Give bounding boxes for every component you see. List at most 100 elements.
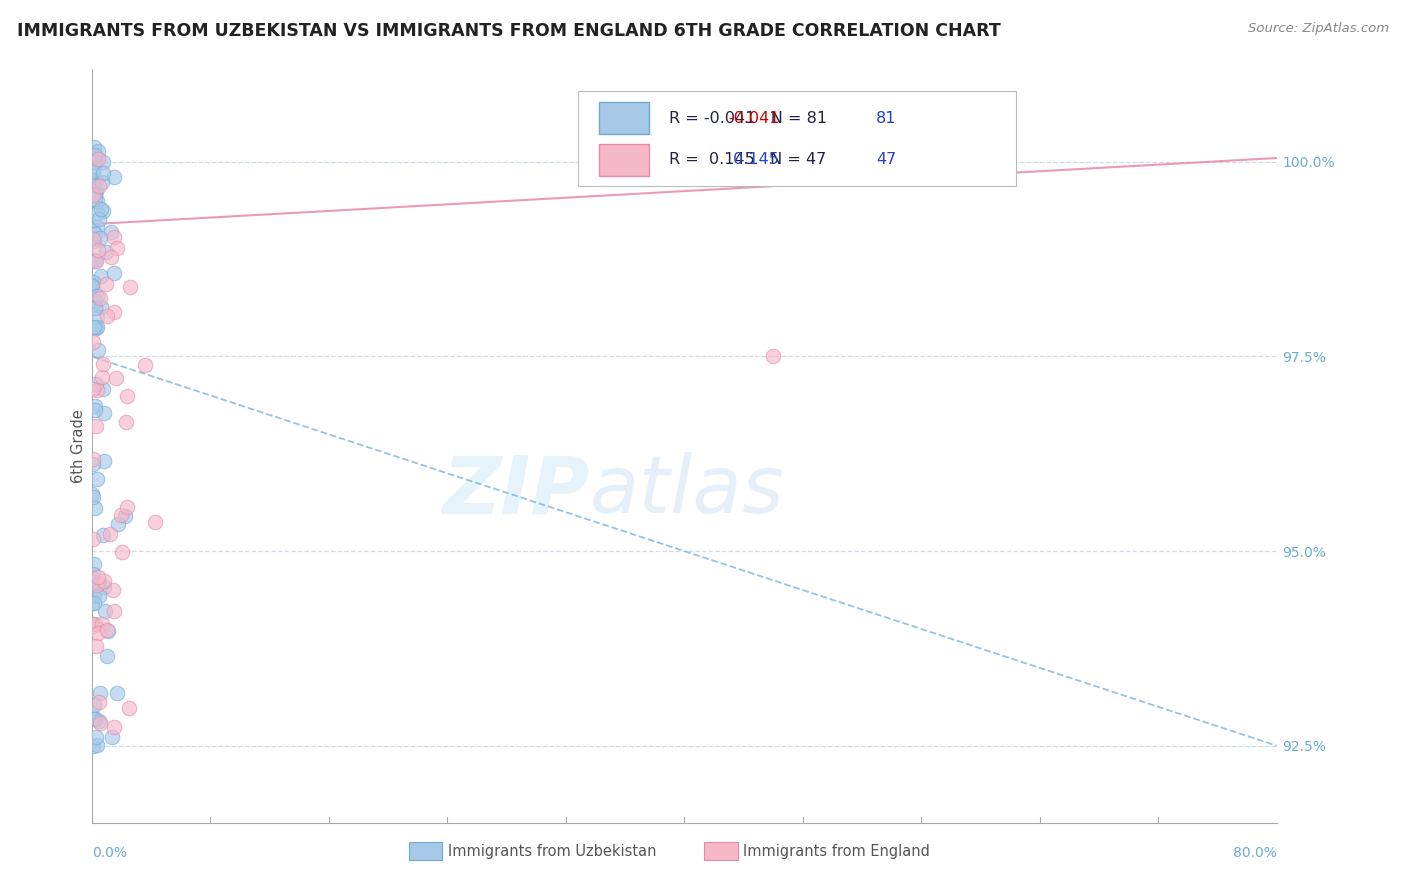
Point: [83, 698, 105, 713]
Point: [143, 516, 166, 530]
Point: [82, 278, 104, 293]
Point: [89, 695, 111, 709]
FancyBboxPatch shape: [578, 91, 1017, 186]
Point: [89, 178, 111, 193]
Text: 0.0%: 0.0%: [91, 846, 127, 860]
Point: [90, 369, 112, 384]
Point: [83, 301, 105, 315]
Point: [87, 575, 110, 590]
Point: [93, 454, 115, 468]
Point: [114, 416, 136, 430]
Point: [82, 275, 104, 289]
Point: [82, 487, 104, 501]
Text: Source: ZipAtlas.com: Source: ZipAtlas.com: [1249, 22, 1389, 36]
Point: [86, 220, 108, 235]
Point: [91, 166, 114, 180]
Point: [84, 254, 107, 268]
Point: [84, 321, 107, 335]
Point: [86, 310, 108, 324]
Point: [84, 376, 107, 391]
Point: [84, 500, 107, 515]
Point: [762, 350, 785, 364]
Point: [93, 405, 115, 419]
Point: [82, 739, 104, 754]
Point: [91, 357, 114, 371]
Point: [89, 231, 111, 245]
Point: [94, 604, 117, 618]
Point: [87, 589, 110, 603]
Point: [82, 710, 104, 724]
Text: IMMIGRANTS FROM UZBEKISTAN VS IMMIGRANTS FROM ENGLAND 6TH GRADE CORRELATION CHAR: IMMIGRANTS FROM UZBEKISTAN VS IMMIGRANTS…: [17, 22, 1001, 40]
Point: [91, 175, 114, 189]
Point: [82, 532, 104, 546]
Point: [103, 230, 125, 244]
Point: [93, 581, 115, 595]
Point: [96, 623, 118, 637]
Point: [93, 574, 115, 589]
Point: [86, 174, 108, 188]
Point: [82, 232, 104, 246]
Point: [86, 205, 108, 219]
Text: 81: 81: [876, 111, 897, 126]
Point: [90, 268, 112, 283]
Point: [82, 618, 104, 632]
Point: [84, 730, 107, 744]
Point: [84, 418, 107, 433]
Text: Immigrants from Uzbekistan: Immigrants from Uzbekistan: [449, 844, 657, 859]
Point: [83, 596, 105, 610]
Point: [82, 452, 104, 467]
Point: [82, 252, 104, 267]
Point: [84, 403, 107, 417]
Point: [86, 194, 108, 209]
Point: [86, 383, 108, 397]
Point: [84, 155, 107, 169]
Point: [103, 305, 125, 319]
Point: [83, 616, 105, 631]
FancyBboxPatch shape: [599, 144, 648, 176]
Point: [101, 730, 124, 744]
Point: [103, 266, 125, 280]
Point: [83, 712, 105, 726]
Point: [118, 280, 141, 294]
Point: [83, 140, 105, 154]
Point: [84, 254, 107, 268]
Point: [94, 277, 117, 291]
Point: [91, 203, 114, 218]
Point: [84, 192, 107, 206]
Point: [87, 626, 110, 640]
Point: [82, 335, 104, 350]
Text: -0.041: -0.041: [728, 111, 779, 126]
Point: [115, 500, 138, 514]
Point: [96, 309, 118, 323]
Point: [89, 292, 111, 306]
Point: [82, 165, 104, 179]
Point: [83, 319, 105, 334]
Point: [82, 617, 104, 632]
Point: [100, 250, 122, 264]
Point: [86, 738, 108, 752]
Point: [105, 686, 128, 700]
Point: [84, 187, 107, 202]
Point: [103, 582, 125, 597]
Point: [93, 528, 115, 542]
Point: [87, 343, 110, 357]
Text: ZIP: ZIP: [441, 452, 589, 531]
Point: [86, 320, 108, 334]
Point: [83, 234, 105, 248]
Point: [94, 245, 117, 260]
Point: [86, 144, 108, 158]
Point: [90, 300, 112, 314]
Point: [89, 716, 111, 731]
Point: [82, 163, 104, 178]
Text: atlas: atlas: [589, 452, 785, 531]
Point: [82, 278, 104, 293]
Point: [87, 570, 110, 584]
Point: [87, 714, 110, 728]
Point: [82, 571, 104, 585]
FancyBboxPatch shape: [599, 103, 648, 134]
Point: [84, 227, 107, 242]
Point: [86, 578, 108, 592]
Point: [114, 508, 136, 523]
Point: [82, 382, 104, 396]
Point: [84, 147, 107, 161]
